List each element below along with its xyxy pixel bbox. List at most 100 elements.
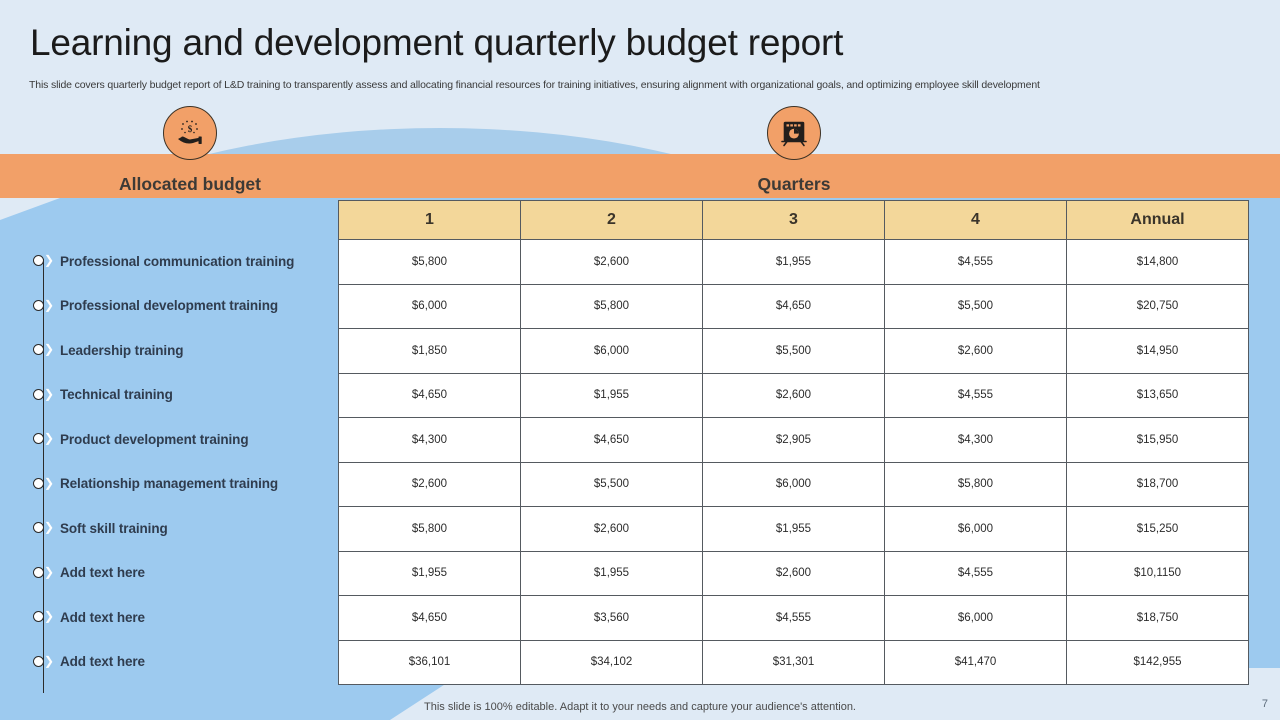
bullet-marker-icon: ❯ [33, 254, 54, 268]
table-row: $36,101 $34,102 $31,301 $41,470 $142,955 [338, 639, 1249, 685]
bullet-marker-icon: ❯ [33, 610, 54, 624]
table-cell: $1,955 [520, 372, 703, 418]
bullet-marker-icon: ❯ [33, 388, 54, 402]
table-cell: $10,1150 [1066, 550, 1249, 596]
list-item-label: Relationship management training [60, 476, 279, 491]
table-cell: $2,600 [338, 461, 521, 507]
page-subtitle: This slide covers quarterly budget repor… [29, 79, 1040, 91]
table-cell: $2,905 [702, 417, 885, 463]
quarterly-budget-table: 1 2 3 4 Annual $5,800 $2,600 $1,955 $4,555 $14,8… [338, 200, 1249, 685]
bullet-marker-icon: ❯ [33, 299, 54, 313]
svg-text:$: $ [188, 124, 193, 134]
list-item[interactable]: ❯ Professional communication training [33, 251, 294, 271]
table-cell: $6,000 [884, 595, 1067, 641]
table-cell: $5,500 [520, 461, 703, 507]
table-cell: $6,000 [338, 283, 521, 329]
table-row: $5,800 $2,600 $1,955 $4,555 $14,800 [338, 239, 1249, 285]
table-row: $4,650 $3,560 $4,555 $6,000 $18,750 [338, 595, 1249, 641]
section-label-quarters: Quarters [757, 174, 831, 194]
list-item[interactable]: ❯ Professional development training [33, 296, 278, 316]
table-cell: $4,300 [338, 417, 521, 463]
bullet-marker-icon: ❯ [33, 521, 54, 535]
section-header-allocated-budget: $ Allocated budget [90, 106, 290, 195]
list-item[interactable]: ❯ Add text here [33, 607, 145, 627]
table-row: $1,850 $6,000 $5,500 $2,600 $14,950 [338, 328, 1249, 374]
table-cell: $5,500 [702, 328, 885, 374]
table-row: $6,000 $5,800 $4,650 $5,500 $20,750 [338, 283, 1249, 329]
list-item-label: Add text here [60, 565, 145, 580]
editable-footer-note: This slide is 100% editable. Adapt it to… [424, 701, 856, 713]
table-cell: $41,470 [884, 639, 1067, 685]
table-cell: $6,000 [702, 461, 885, 507]
bullet-marker-icon: ❯ [33, 343, 54, 357]
table-cell: $1,955 [520, 550, 703, 596]
table-cell: $1,955 [702, 239, 885, 285]
list-item[interactable]: ❯ Add text here [33, 563, 145, 583]
table-cell: $4,555 [884, 239, 1067, 285]
table-cell: $6,000 [884, 506, 1067, 552]
table-column-header: 3 [702, 200, 885, 240]
table-cell: $6,000 [520, 328, 703, 374]
list-item-label: Add text here [60, 654, 145, 669]
list-item[interactable]: ❯ Relationship management training [33, 474, 278, 494]
page-number: 7 [1261, 698, 1268, 710]
section-label-allocated-budget: Allocated budget [119, 174, 261, 194]
list-item-label: Add text here [60, 609, 145, 625]
table-cell: $4,555 [884, 372, 1067, 418]
bullet-marker-icon: ❯ [33, 566, 54, 580]
list-item[interactable]: ❯ Add text here [33, 652, 145, 672]
table-cell: $14,800 [1066, 239, 1249, 285]
table-cell: $36,101 [338, 639, 521, 685]
table-cell: $5,800 [520, 283, 703, 329]
table-cell: $1,955 [702, 506, 885, 552]
table-header-row: 1 2 3 4 Annual [338, 200, 1249, 240]
table-cell: $2,600 [884, 328, 1067, 374]
table-cell: $4,300 [884, 417, 1067, 463]
list-item[interactable]: ❯ Soft skill training [33, 518, 168, 538]
table-cell: $4,555 [884, 550, 1067, 596]
list-item-label: Leadership training [60, 342, 184, 358]
list-item[interactable]: ❯ Product development training [33, 429, 249, 449]
page-title: Learning and development quarterly budge… [30, 22, 844, 63]
bullet-marker-icon: ❯ [33, 477, 54, 491]
table-cell: $5,800 [884, 461, 1067, 507]
table-cell: $31,301 [702, 639, 885, 685]
table-row: $4,300 $4,650 $2,905 $4,300 $15,950 [338, 417, 1249, 463]
table-cell: $4,555 [702, 595, 885, 641]
section-header-quarters: Quarters [694, 106, 894, 195]
list-item-label: Soft skill training [60, 520, 168, 536]
table-cell: $4,650 [338, 595, 521, 641]
table-cell: $14,950 [1066, 328, 1249, 374]
table-cell: $5,500 [884, 283, 1067, 329]
table-column-header: 2 [520, 200, 703, 240]
table-cell: $2,600 [702, 550, 885, 596]
table-cell: $1,955 [338, 550, 521, 596]
table-cell: $5,800 [338, 239, 521, 285]
table-cell: $34,102 [520, 639, 703, 685]
table-cell: $15,250 [1066, 506, 1249, 552]
list-item-label: Professional communication training [60, 253, 295, 269]
list-item[interactable]: ❯ Technical training [33, 385, 173, 405]
table-cell: $18,750 [1066, 595, 1249, 641]
hand-holding-money-icon: $ [163, 106, 217, 160]
table-cell: $2,600 [702, 372, 885, 418]
table-cell: $2,600 [520, 506, 703, 552]
table-cell: $15,950 [1066, 417, 1249, 463]
background-orange-band [0, 154, 1280, 198]
list-item[interactable]: ❯ Leadership training [33, 340, 183, 360]
table-row: $1,955 $1,955 $2,600 $4,555 $10,1150 [338, 550, 1249, 596]
table-cell: $13,650 [1066, 372, 1249, 418]
table-row: $2,600 $5,500 $6,000 $5,800 $18,700 [338, 461, 1249, 507]
table-column-header: Annual [1066, 200, 1249, 240]
table-cell: $2,600 [520, 239, 703, 285]
table-cell: $1,850 [338, 328, 521, 374]
table-cell: $3,560 [520, 595, 703, 641]
table-cell: $4,650 [702, 283, 885, 329]
table-cell: $4,650 [338, 372, 521, 418]
table-cell: $5,800 [338, 506, 521, 552]
table-cell: $4,650 [520, 417, 703, 463]
table-row: $4,650 $1,955 $2,600 $4,555 $13,650 [338, 372, 1249, 418]
table-body: $5,800 $2,600 $1,955 $4,555 $14,800 $6,000 $5,… [338, 239, 1249, 685]
timeline-rail [43, 259, 45, 693]
